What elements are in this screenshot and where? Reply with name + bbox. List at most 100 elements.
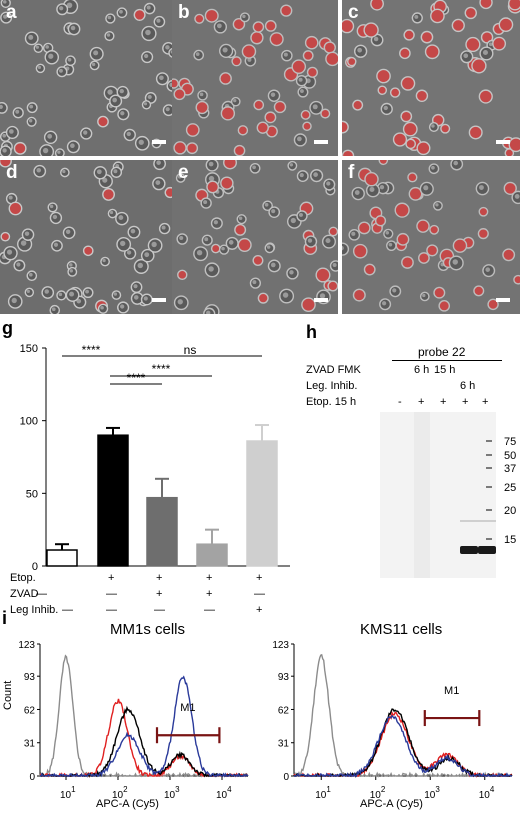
gate-label: M1 (444, 685, 459, 697)
cell (172, 78, 179, 89)
hist-x-tick-label: 103 (164, 785, 180, 801)
cell-nucleus (369, 186, 375, 192)
band-lane-4 (460, 546, 478, 554)
cell-nucleus (423, 185, 429, 191)
cell-nucleus (57, 150, 61, 154)
cell (478, 89, 493, 104)
micrograph-a: a (0, 0, 176, 156)
cell-nucleus (137, 262, 143, 269)
cell (306, 66, 319, 78)
cell-nucleus (120, 240, 126, 247)
cell-nucleus (485, 267, 491, 272)
cell-nucleus (156, 160, 161, 165)
bar-3 (146, 496, 178, 567)
cell-nucleus (3, 0, 7, 4)
mw-20: 20 (504, 505, 516, 517)
g-significance: **** ns **** **** (62, 343, 262, 385)
cell-nucleus (53, 242, 59, 247)
cell (325, 51, 338, 67)
hist-y-tick-label: 31 (278, 739, 290, 750)
cell-nucleus (252, 280, 257, 285)
cell-nucleus (351, 231, 356, 236)
panel-label-f: f (348, 162, 355, 183)
cell (82, 245, 94, 257)
cell-nucleus (178, 175, 182, 179)
lane-1: - (398, 396, 402, 408)
cell (376, 68, 391, 84)
cell-nucleus (264, 202, 269, 207)
cell-nucleus (357, 47, 363, 53)
cell-nucleus (373, 36, 379, 42)
cell (424, 44, 440, 60)
cell-field-c (342, 0, 520, 156)
cell-nucleus (208, 175, 215, 182)
cell-nucleus (307, 238, 313, 243)
cell-nucleus (107, 15, 112, 20)
hist-y-tick-label: 0 (283, 772, 289, 783)
cell (237, 125, 249, 136)
cell (364, 171, 379, 187)
cell (400, 76, 416, 91)
cell-leg-3: — (154, 604, 165, 616)
cell (468, 125, 483, 140)
right-histogram-title: KMS11 cells (360, 621, 443, 638)
cell-nucleus (113, 169, 118, 174)
hist-x-tick-label: 104 (479, 785, 495, 801)
cell-nucleus (45, 45, 49, 49)
cell-nucleus (58, 292, 63, 297)
cell-nucleus (165, 107, 170, 112)
cell-nucleus (76, 298, 82, 304)
cell (479, 0, 493, 10)
x-axis-label-right: APC-A (Cy5) (360, 798, 423, 810)
hist-x-tick-label: 104 (216, 785, 232, 801)
cell (403, 29, 415, 41)
cell-etop-3: + (156, 572, 163, 584)
cell-zvad-2: — (106, 588, 117, 600)
cell-zvad-5: — (254, 588, 265, 600)
band-lane-5 (478, 546, 496, 554)
cell-nucleus (392, 288, 397, 293)
cell-nucleus (431, 124, 435, 128)
scale-bar-e (314, 298, 328, 302)
cell-nucleus (271, 209, 276, 214)
hist-y-tick-label: 93 (24, 672, 36, 683)
cell-nucleus (383, 105, 388, 111)
cell-nucleus (514, 194, 520, 199)
cell-nucleus (165, 45, 170, 50)
probe-label: probe 22 (418, 345, 466, 359)
cell-nucleus (298, 212, 303, 217)
cell-nucleus (161, 225, 166, 230)
cell (416, 219, 430, 233)
panel-label-d: d (6, 162, 18, 183)
cell (233, 144, 246, 156)
y-tick-label: 150 (20, 343, 38, 355)
cell (394, 202, 410, 218)
cell (377, 85, 388, 96)
micrograph-b: b (172, 0, 338, 156)
cell-nucleus (313, 172, 318, 177)
cell-nucleus (69, 269, 73, 273)
cell (269, 32, 284, 47)
cell-nucleus (342, 245, 344, 251)
hist-y-tick-label: 0 (29, 772, 35, 783)
cell (241, 44, 257, 59)
cell (323, 41, 336, 54)
cell-nucleus (69, 291, 75, 297)
cell-nucleus (113, 292, 118, 296)
cell (186, 142, 199, 155)
cell-nucleus (9, 129, 14, 134)
cell-nucleus (151, 241, 157, 248)
cell-nucleus (28, 119, 33, 123)
cell-nucleus (28, 272, 33, 277)
lane-4: + (462, 396, 469, 408)
y-tick-label: 50 (26, 488, 38, 500)
cell-nucleus (118, 215, 124, 220)
zvad-time-15h: 15 h (434, 364, 456, 376)
cell-nucleus (312, 104, 318, 110)
cell (429, 224, 440, 235)
row-label-etop: Etop. (10, 572, 36, 584)
cell-nucleus (100, 305, 104, 310)
cell-nucleus (8, 195, 13, 200)
cell (206, 180, 220, 194)
cell (173, 88, 186, 101)
